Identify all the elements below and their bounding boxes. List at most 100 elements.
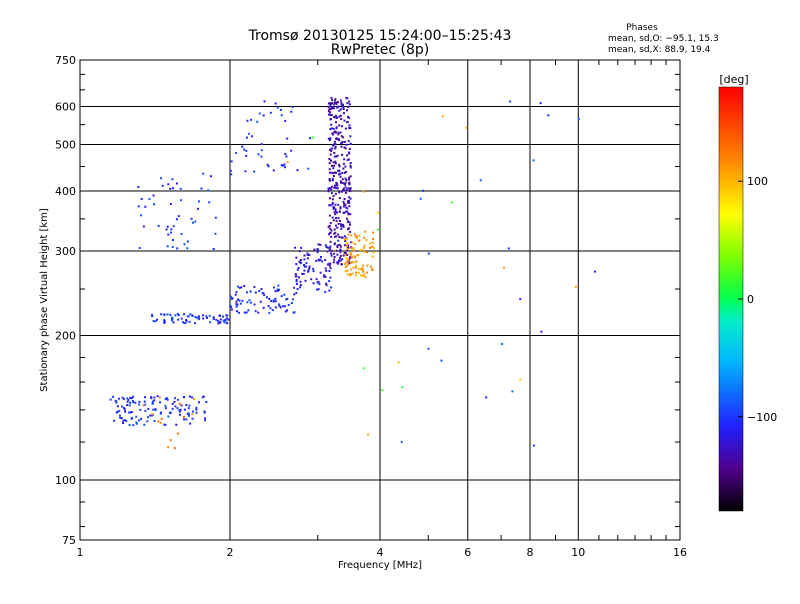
data-point	[335, 121, 337, 124]
data-point	[332, 206, 335, 209]
data-point	[139, 408, 142, 411]
data-point	[338, 191, 341, 194]
data-point	[333, 228, 336, 231]
data-point	[346, 207, 349, 210]
data-point	[171, 246, 174, 249]
data-point	[332, 207, 335, 210]
data-point	[317, 243, 320, 246]
data-point	[272, 169, 275, 172]
data-point	[346, 220, 349, 223]
data-point	[346, 210, 349, 213]
data-point	[329, 240, 332, 243]
data-point	[166, 245, 169, 248]
data-point	[301, 272, 304, 275]
data-point	[324, 259, 327, 262]
data-point	[293, 293, 296, 296]
data-point	[328, 158, 331, 160]
data-point	[326, 250, 329, 253]
data-point	[400, 440, 403, 443]
data-point	[358, 234, 361, 237]
data-point	[250, 118, 252, 121]
data-point	[184, 322, 187, 324]
data-point	[348, 100, 351, 103]
data-point	[259, 300, 262, 303]
data-point	[225, 321, 228, 324]
data-point	[236, 298, 239, 301]
data-point	[245, 136, 248, 139]
data-point	[348, 147, 351, 150]
data-point	[119, 414, 121, 417]
data-point	[316, 288, 319, 291]
data-point	[303, 269, 306, 272]
data-point	[160, 177, 162, 180]
data-point	[339, 207, 342, 210]
data-point	[357, 271, 360, 274]
data-point	[217, 322, 220, 325]
data-point	[171, 187, 174, 190]
data-point	[286, 297, 289, 300]
data-point	[130, 417, 133, 420]
data-point	[244, 170, 247, 173]
data-point	[185, 404, 188, 406]
data-point	[187, 407, 190, 410]
data-point	[340, 245, 342, 248]
data-point	[169, 187, 172, 190]
data-point	[128, 404, 131, 407]
data-point	[154, 320, 157, 323]
data-point	[333, 232, 336, 235]
data-point	[140, 214, 143, 217]
data-point	[346, 273, 349, 276]
data-point	[330, 192, 333, 195]
data-point	[341, 181, 344, 184]
plot-frame	[79, 59, 681, 541]
x-tick-label: 16	[673, 546, 687, 559]
data-point	[344, 127, 347, 130]
data-point	[342, 205, 345, 208]
data-point	[360, 268, 363, 271]
data-point	[357, 267, 360, 270]
data-point	[241, 145, 244, 148]
data-point	[263, 100, 266, 103]
data-point	[333, 140, 336, 143]
data-point	[329, 114, 332, 117]
data-point	[354, 266, 357, 269]
data-point	[304, 279, 307, 282]
data-point	[335, 217, 337, 219]
data-point	[183, 408, 186, 411]
data-point	[166, 313, 169, 316]
data-point	[270, 300, 273, 303]
data-point	[339, 254, 342, 257]
data-point	[349, 268, 352, 271]
data-point	[357, 254, 360, 257]
data-point	[364, 275, 367, 278]
data-point	[344, 240, 347, 242]
data-point	[159, 421, 162, 424]
data-point	[268, 297, 271, 300]
data-point	[166, 225, 169, 228]
data-point	[263, 293, 266, 296]
data-point	[154, 408, 157, 411]
data-point	[123, 408, 126, 411]
data-point	[339, 173, 342, 176]
data-point	[340, 103, 343, 106]
data-point	[158, 396, 161, 399]
data-point	[346, 264, 349, 267]
data-point	[317, 288, 320, 291]
data-point	[160, 313, 163, 316]
data-point	[363, 246, 365, 249]
data-point	[328, 289, 331, 292]
data-point	[175, 423, 178, 426]
data-point	[346, 242, 349, 245]
data-point	[318, 283, 321, 286]
data-point	[147, 407, 150, 410]
data-point	[347, 233, 350, 236]
data-point	[193, 398, 195, 401]
data-point	[188, 395, 191, 398]
data-point	[267, 165, 270, 168]
data-point	[344, 147, 347, 150]
data-point	[334, 145, 337, 148]
data-point	[174, 314, 177, 317]
data-point	[149, 414, 152, 417]
data-point	[260, 288, 263, 291]
data-point	[113, 419, 115, 422]
